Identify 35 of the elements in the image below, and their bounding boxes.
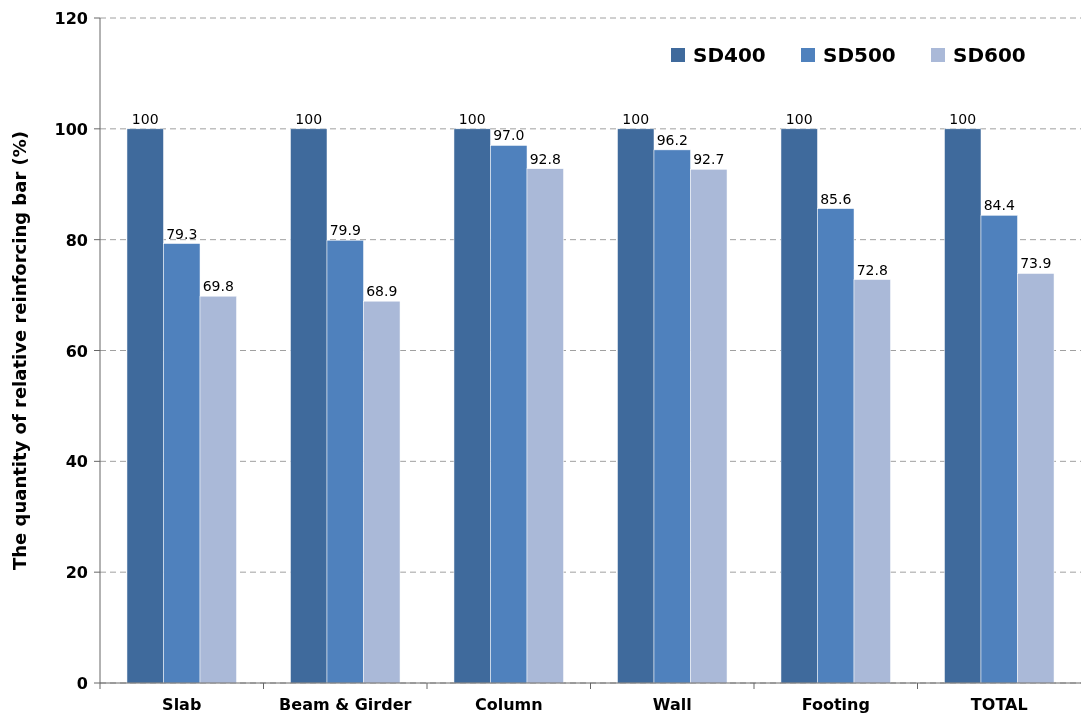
data-label: 68.9 bbox=[366, 283, 398, 300]
y-axis-title: The quantity of relative reinforcing bar (%) bbox=[9, 130, 30, 571]
legend-label: SD600 bbox=[953, 43, 1026, 67]
data-label: 72.8 bbox=[856, 261, 888, 278]
y-tick-label: 120 bbox=[54, 9, 88, 28]
x-tick-label: Beam & Girder bbox=[279, 695, 412, 714]
data-label: 92.7 bbox=[693, 151, 725, 168]
x-tick-label: TOTAL bbox=[970, 695, 1028, 714]
y-tick-label: 100 bbox=[54, 119, 88, 139]
data-label: 69.8 bbox=[202, 278, 234, 295]
data-label: 100 bbox=[949, 110, 977, 127]
data-label: 100 bbox=[622, 110, 650, 127]
data-label: 100 bbox=[785, 110, 813, 127]
data-label: 73.9 bbox=[1020, 255, 1052, 272]
legend-label: SD400 bbox=[693, 43, 766, 67]
data-label: 92.8 bbox=[529, 150, 561, 167]
legend-label: SD500 bbox=[823, 43, 896, 67]
x-tick-label: Wall bbox=[652, 695, 692, 714]
data-label: 97.0 bbox=[493, 127, 525, 144]
data-label: 79.3 bbox=[166, 225, 198, 242]
y-tick-label: 40 bbox=[65, 452, 88, 472]
x-tick-label: Slab bbox=[162, 695, 202, 714]
x-tick-label: Column bbox=[474, 695, 543, 714]
y-tick-label: 60 bbox=[65, 341, 88, 361]
data-label: 85.6 bbox=[820, 190, 852, 207]
y-tick-label: 20 bbox=[65, 563, 88, 583]
data-label: 96.2 bbox=[656, 131, 688, 148]
y-tick-label: 80 bbox=[65, 230, 88, 250]
x-tick-label: Footing bbox=[801, 695, 870, 714]
data-label: 84.4 bbox=[983, 197, 1015, 214]
data-label: 100 bbox=[295, 110, 323, 127]
data-label: 100 bbox=[458, 110, 486, 127]
data-label: 79.9 bbox=[329, 222, 361, 239]
data-label: 100 bbox=[131, 110, 159, 127]
y-tick-label: 0 bbox=[76, 674, 88, 693]
